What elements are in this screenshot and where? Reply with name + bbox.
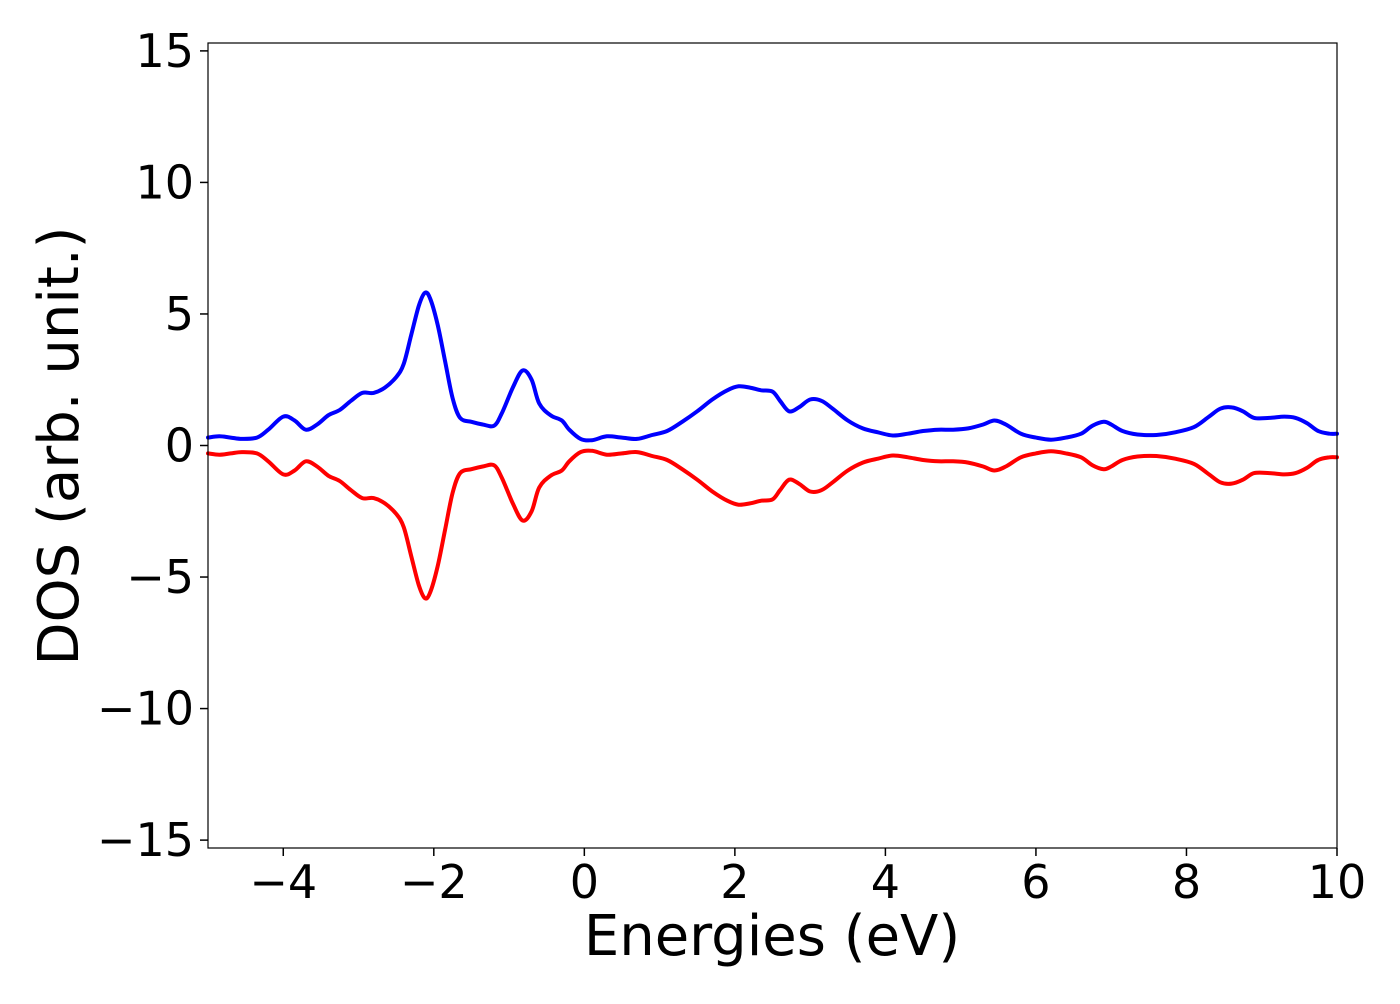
x-axis: −4 −2 0 2 4 6 8 10 bbox=[249, 848, 1366, 909]
y-tick-label: 15 bbox=[135, 24, 194, 78]
x-tick-label: 2 bbox=[720, 855, 749, 909]
x-tick-label: 0 bbox=[570, 855, 599, 909]
series-layer bbox=[206, 290, 1339, 601]
y-tick-label: 5 bbox=[165, 287, 194, 341]
series-line-2 bbox=[206, 448, 1339, 601]
y-tick-label: 10 bbox=[135, 155, 194, 209]
x-tick-label: 4 bbox=[871, 855, 900, 909]
plot-frame bbox=[207, 42, 1338, 849]
x-tick-label: 6 bbox=[1021, 855, 1050, 909]
y-tick-label: −10 bbox=[97, 682, 194, 736]
x-tick-label: 10 bbox=[1308, 855, 1367, 909]
y-tick-label: −15 bbox=[97, 813, 194, 867]
x-axis-label: Energies (eV) bbox=[584, 904, 960, 969]
y-axis: 15 10 5 0 −5 −10 −15 bbox=[97, 24, 208, 867]
y-tick-label: 0 bbox=[165, 419, 194, 473]
y-axis-label: DOS (arb. unit.) bbox=[27, 226, 92, 665]
y-tick-label: −5 bbox=[126, 550, 194, 604]
series-line-1 bbox=[206, 290, 1339, 443]
x-tick-label: 8 bbox=[1172, 855, 1201, 909]
x-tick-label: −2 bbox=[400, 855, 468, 909]
x-tick-label: −4 bbox=[249, 855, 317, 909]
